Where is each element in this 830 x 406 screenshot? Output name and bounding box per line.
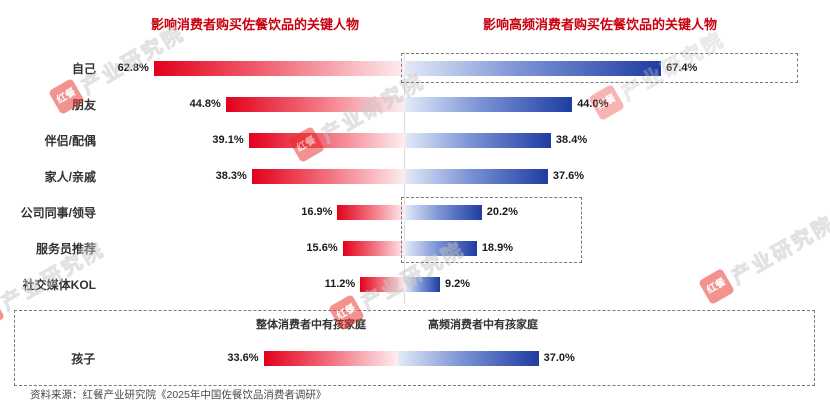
right-value-label: 44.0% bbox=[577, 98, 609, 110]
left-value-label: 11.2% bbox=[324, 278, 356, 290]
left-value-label: 44.8% bbox=[189, 98, 221, 110]
right-value-label: 38.4% bbox=[555, 134, 588, 146]
children-section-headers: 整体消费者中有孩家庭 高频消费者中有孩家庭 bbox=[15, 311, 814, 337]
left-value-label: 38.3% bbox=[215, 170, 247, 182]
right-value-label: 37.6% bbox=[552, 170, 585, 182]
right-bar bbox=[405, 240, 477, 256]
category-label: 朋友 bbox=[71, 97, 96, 112]
left-bar bbox=[263, 350, 398, 366]
right-value-label: 20.2% bbox=[486, 206, 518, 218]
category-label: 伴侣/配偶 bbox=[44, 133, 96, 148]
bar-row: 家人/亲戚 38.3% 37.6% bbox=[0, 158, 830, 194]
bar-row: 服务员推荐 15.6% 18.9% bbox=[0, 230, 830, 266]
right-bar-zone: 38.4% bbox=[405, 122, 830, 158]
bar-row: 社交媒体KOL 11.2% 9.2% bbox=[0, 266, 830, 302]
children-right-label: 高频消费者中有孩家庭 bbox=[428, 319, 538, 331]
bar-row: 自己 62.8% 67.4% bbox=[0, 50, 830, 86]
category-label: 家人/亲戚 bbox=[44, 169, 96, 184]
category-label: 自己 bbox=[71, 61, 96, 76]
bar-row: 伴侣/配偶 39.1% 38.4% bbox=[0, 122, 830, 158]
highlight-box-self-right bbox=[401, 53, 798, 83]
left-bar-zone: 38.3% bbox=[108, 158, 405, 194]
right-bar-zone: 18.9% bbox=[405, 230, 830, 266]
right-bar bbox=[405, 168, 548, 184]
left-value-label: 33.6% bbox=[227, 352, 259, 364]
left-bar bbox=[153, 60, 405, 76]
left-value-label: 16.9% bbox=[301, 206, 333, 218]
right-chart-title: 影响高频消费者购买佐餐饮品的关键人物 bbox=[482, 17, 717, 32]
left-bar bbox=[360, 276, 405, 292]
left-bar bbox=[248, 132, 405, 148]
left-bar bbox=[337, 204, 405, 220]
right-bar-zone: 37.6% bbox=[405, 158, 830, 194]
left-bar-zone: 39.1% bbox=[108, 122, 405, 158]
children-section: 整体消费者中有孩家庭 高频消费者中有孩家庭 孩子 33.6% 37.0% bbox=[14, 310, 815, 386]
right-value-label: 9.2% bbox=[444, 278, 471, 290]
left-chart-title: 影响消费者购买佐餐饮品的关键人物 bbox=[150, 17, 359, 32]
left-bar bbox=[225, 96, 405, 112]
right-bar-zone: 37.0% bbox=[397, 337, 814, 379]
right-bar bbox=[405, 96, 573, 112]
left-bar bbox=[251, 168, 405, 184]
category-label: 服务员推荐 bbox=[35, 241, 96, 256]
right-bar bbox=[405, 132, 551, 148]
category-label: 社交媒体KOL bbox=[22, 277, 96, 292]
bar-row: 公司同事/领导 16.9% 20.2% bbox=[0, 194, 830, 230]
children-bar-row-slot: 孩子 33.6% 37.0% bbox=[15, 337, 814, 379]
children-left-label: 整体消费者中有孩家庭 bbox=[256, 319, 366, 331]
right-bar bbox=[405, 276, 440, 292]
bar-rows: 自己 62.8% 67.4% 朋友 44.8% 44.0% 伴侣/配偶 39.1% 38.4% 家… bbox=[0, 50, 830, 302]
source-note: 资料来源：红餐产业研究院《2025年中国佐餐饮品消费者调研》 bbox=[30, 389, 327, 401]
right-bar bbox=[405, 60, 662, 76]
right-value-label: 18.9% bbox=[481, 242, 514, 254]
highlight-box-colleague-waiter bbox=[401, 197, 582, 263]
left-bar-zone: 33.6% bbox=[107, 337, 398, 379]
category-label: 孩子 bbox=[71, 351, 96, 366]
bar-row: 孩子 33.6% 37.0% bbox=[15, 337, 814, 379]
right-bar bbox=[405, 204, 482, 220]
right-value-label: 37.0% bbox=[543, 352, 575, 364]
right-bar bbox=[397, 350, 539, 366]
left-bar-zone: 44.8% bbox=[108, 86, 405, 122]
category-label: 公司同事/领导 bbox=[20, 205, 96, 220]
left-value-label: 62.8% bbox=[117, 62, 149, 74]
right-bar-zone: 67.4% bbox=[405, 50, 830, 86]
right-value-label: 67.4% bbox=[666, 62, 698, 74]
left-bar bbox=[342, 240, 405, 256]
left-bar-zone: 16.9% bbox=[108, 194, 405, 230]
left-value-label: 39.1% bbox=[212, 134, 244, 146]
right-bar-zone: 20.2% bbox=[405, 194, 830, 230]
left-bar-zone: 15.6% bbox=[108, 230, 405, 266]
right-bar-zone: 44.0% bbox=[405, 86, 830, 122]
left-bar-zone: 11.2% bbox=[108, 266, 405, 302]
left-value-label: 15.6% bbox=[306, 242, 338, 254]
left-bar-zone: 62.8% bbox=[108, 50, 405, 86]
right-bar-zone: 9.2% bbox=[405, 266, 830, 302]
bar-row: 朋友 44.8% 44.0% bbox=[0, 86, 830, 122]
